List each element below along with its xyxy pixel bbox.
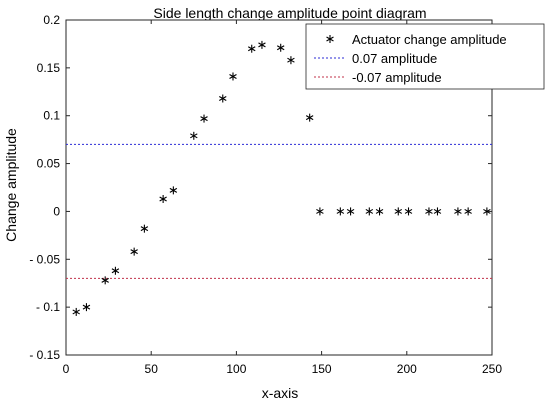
- x-tick-label: 150: [312, 362, 332, 376]
- data-point: [276, 43, 285, 52]
- data-point: [169, 186, 178, 195]
- data-point: [72, 307, 80, 316]
- x-tick-label: 250: [482, 362, 502, 376]
- y-tick-label: - 0.1: [36, 300, 60, 314]
- legend-box: [305, 23, 545, 90]
- data-point: [159, 194, 167, 203]
- data-point: [305, 113, 314, 122]
- legend-label: -0.07 amplitude: [352, 70, 442, 85]
- data-point: [229, 72, 237, 81]
- data-points: [72, 40, 491, 316]
- data-point: [483, 207, 491, 216]
- data-point: [130, 247, 138, 256]
- data-point: [425, 207, 433, 216]
- data-point: [336, 207, 345, 216]
- legend: Actuator change amplitude 0.07 amplitude -…: [305, 23, 545, 90]
- reference-lines: [66, 143, 492, 279]
- data-point: [394, 207, 403, 216]
- x-tick-label: 100: [226, 362, 246, 376]
- legend-marker: [326, 35, 334, 43]
- data-point: [433, 207, 442, 216]
- data-point: [316, 207, 324, 216]
- data-point: [365, 207, 374, 216]
- chart-title: Side length change amplitude point diagr…: [153, 5, 426, 21]
- x-tick-label: 200: [397, 362, 417, 376]
- data-point: [101, 276, 109, 285]
- legend-label: Actuator change amplitude: [352, 32, 507, 47]
- data-point: [464, 207, 472, 216]
- data-point: [219, 94, 227, 103]
- data-point: [140, 224, 149, 233]
- y-tick-label: 0.1: [43, 109, 60, 123]
- data-point: [247, 44, 256, 53]
- data-point: [200, 114, 208, 123]
- data-point: [258, 40, 266, 49]
- y-axis-label: Change amplitude: [3, 128, 19, 242]
- data-point: [375, 207, 384, 216]
- data-point: [287, 56, 295, 65]
- data-point: [454, 207, 462, 216]
- y-tick-label: 0: [53, 204, 60, 218]
- x-tick-label: 0: [63, 362, 70, 376]
- x-axis-label: x-axis: [262, 385, 299, 401]
- legend-label: 0.07 amplitude: [352, 51, 437, 66]
- y-tick-label: - 0.15: [29, 348, 60, 362]
- x-axis-ticks: 0 50 100 150 200 250: [63, 20, 502, 376]
- data-point: [111, 266, 120, 275]
- data-point: [82, 303, 91, 312]
- y-axis-ticks: - 0.15 - 0.1 - 0.05 0 0.05 0.1 0.15 0.2: [29, 13, 492, 362]
- y-tick-label: 0.05: [37, 157, 61, 171]
- data-point: [190, 131, 198, 140]
- data-point: [404, 207, 413, 216]
- y-tick-label: 0.15: [37, 61, 61, 75]
- x-tick-label: 50: [145, 362, 159, 376]
- data-point: [346, 207, 355, 216]
- y-tick-label: - 0.05: [29, 252, 60, 266]
- y-tick-label: 0.2: [43, 13, 60, 27]
